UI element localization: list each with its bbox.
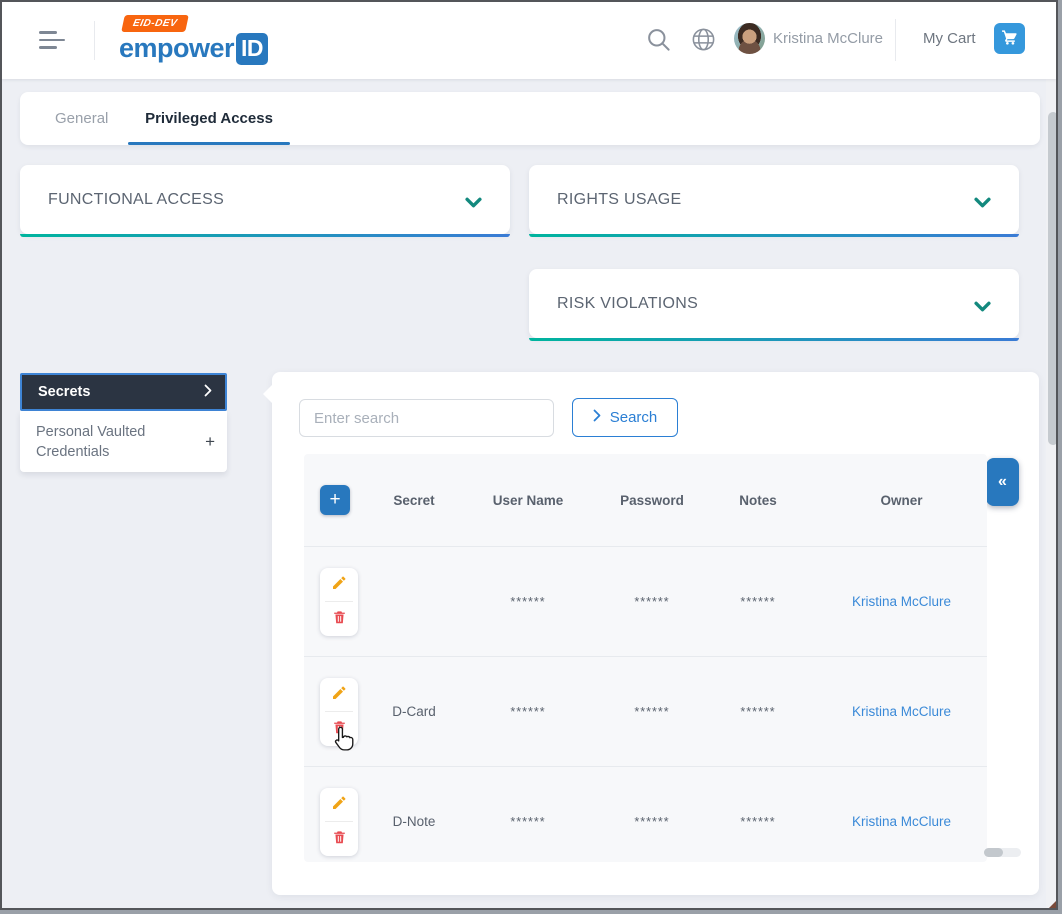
- chevron-right-icon: [593, 409, 601, 426]
- panel-title: RIGHTS USAGE: [557, 191, 682, 208]
- vertical-scrollbar-thumb[interactable]: [1047, 112, 1056, 445]
- cell-notes: ******: [740, 814, 776, 829]
- table-row: D-Card ****** ****** ****** Kristina McC…: [304, 657, 987, 767]
- edit-button[interactable]: [320, 788, 358, 822]
- search-button[interactable]: Search: [572, 398, 678, 437]
- cell-password: ******: [634, 814, 670, 829]
- table-header-row: + Secret User Name Password Notes Owner: [304, 454, 987, 547]
- sidebar-item-personal-vaulted-credentials[interactable]: Personal Vaulted Credentials +: [20, 411, 227, 472]
- search-button-label: Search: [609, 409, 658, 426]
- secrets-content-panel: Search « + Secret User Name Password Not…: [263, 372, 1039, 895]
- app-logo[interactable]: EID-DEV empower ID: [119, 13, 269, 66]
- add-secret-button[interactable]: +: [320, 485, 350, 515]
- column-header-user-name: User Name: [492, 492, 564, 508]
- delete-button[interactable]: [320, 602, 358, 636]
- my-cart-label[interactable]: My Cart: [923, 30, 976, 47]
- collapse-panel-button[interactable]: «: [986, 458, 1019, 506]
- panel-rights-usage[interactable]: RIGHTS USAGE: [529, 165, 1019, 237]
- edit-button[interactable]: [320, 678, 358, 712]
- row-actions: [320, 567, 358, 636]
- chevron-right-icon: [204, 384, 212, 401]
- chevron-down-icon: [465, 195, 482, 213]
- cart-button[interactable]: [994, 23, 1025, 54]
- environment-badge: EID-DEV: [121, 15, 189, 32]
- globe-icon[interactable]: [690, 26, 717, 58]
- cell-notes: ******: [740, 704, 776, 719]
- tab-privileged-access[interactable]: Privileged Access: [128, 92, 290, 145]
- tab-bar: General Privileged Access: [20, 92, 1040, 145]
- column-header-owner: Owner: [880, 492, 923, 508]
- cell-password: ******: [634, 704, 670, 719]
- table-row: D-Note ****** ****** ****** Kristina McC…: [304, 767, 987, 862]
- cell-user-name: ******: [510, 704, 546, 719]
- add-icon[interactable]: +: [205, 431, 215, 451]
- user-avatar[interactable]: [734, 23, 765, 54]
- panel-title: RISK VIOLATIONS: [557, 295, 699, 312]
- cell-password: ******: [634, 594, 670, 609]
- column-header-notes: Notes: [739, 492, 777, 508]
- header-divider: [895, 19, 896, 61]
- pencil-icon: [331, 685, 347, 704]
- sidebar-item-label: Personal Vaulted Credentials: [36, 423, 146, 460]
- resize-grip: [1049, 901, 1056, 908]
- search-icon[interactable]: [645, 26, 672, 58]
- edit-button[interactable]: [320, 568, 358, 602]
- cell-user-name: ******: [510, 814, 546, 829]
- horizontal-scrollbar-thumb[interactable]: [984, 848, 1003, 857]
- owner-link[interactable]: Kristina McClure: [851, 594, 952, 609]
- owner-link[interactable]: Kristina McClure: [851, 704, 952, 719]
- sidebar-item-label: Secrets: [38, 384, 91, 400]
- delete-button[interactable]: [320, 712, 358, 746]
- trash-icon: [332, 829, 347, 848]
- pencil-icon: [331, 575, 347, 594]
- delete-button[interactable]: [320, 822, 358, 856]
- panel-functional-access[interactable]: FUNCTIONAL ACCESS: [20, 165, 510, 237]
- search-input[interactable]: [299, 399, 554, 437]
- trash-icon: [332, 719, 347, 738]
- chevron-down-icon: [974, 195, 991, 213]
- owner-link[interactable]: Kristina McClure: [851, 814, 952, 829]
- user-name[interactable]: Kristina McClure: [773, 30, 884, 47]
- panel-title: FUNCTIONAL ACCESS: [48, 191, 225, 208]
- cart-icon: [1001, 29, 1018, 49]
- row-actions: [320, 787, 358, 856]
- app-header: EID-DEV empower ID Kristina McClure My Ca…: [2, 2, 1056, 79]
- chevron-down-icon: [974, 299, 991, 317]
- panel-risk-violations[interactable]: RISK VIOLATIONS: [529, 269, 1019, 341]
- brand-text: empower: [119, 33, 235, 63]
- cell-secret: D-Card: [392, 704, 436, 719]
- vertical-scrollbar[interactable]: [1046, 79, 1056, 908]
- table-body: ****** ****** ****** Kristina McClure: [304, 547, 987, 862]
- brand-mark: ID: [236, 33, 269, 65]
- table-row: ****** ****** ****** Kristina McClure: [304, 547, 987, 657]
- secrets-table: + Secret User Name Password Notes Owner: [304, 454, 987, 862]
- trash-icon: [332, 609, 347, 628]
- cell-user-name: ******: [510, 594, 546, 609]
- cell-notes: ******: [740, 594, 776, 609]
- pencil-icon: [331, 795, 347, 814]
- sidebar-item-secrets[interactable]: Secrets: [20, 373, 227, 411]
- row-actions: [320, 677, 358, 746]
- tab-general[interactable]: General: [55, 110, 109, 127]
- header-divider: [94, 21, 95, 60]
- horizontal-scrollbar[interactable]: [984, 848, 1021, 857]
- menu-toggle-icon[interactable]: [39, 31, 65, 49]
- column-header-secret: Secret: [393, 492, 435, 508]
- cell-secret: D-Note: [392, 814, 436, 829]
- column-header-password: Password: [620, 492, 684, 508]
